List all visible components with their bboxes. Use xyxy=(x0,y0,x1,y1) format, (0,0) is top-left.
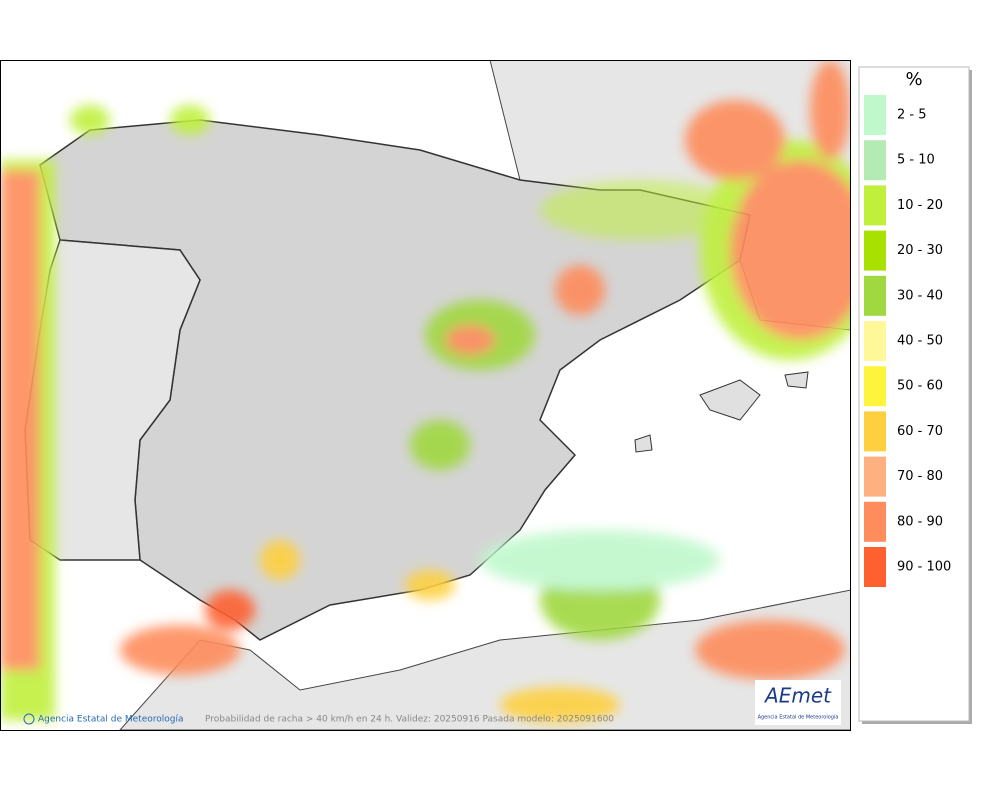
legend-title: % xyxy=(905,69,922,90)
logo-subtitle: Agencia Estatal de Meteorología xyxy=(758,714,839,721)
field xyxy=(205,590,255,630)
mallorca xyxy=(699,379,761,421)
legend-label: 10 - 20 xyxy=(897,198,943,213)
field xyxy=(500,687,620,723)
legend-label: 2 - 5 xyxy=(897,108,927,123)
legend-label: 60 - 70 xyxy=(897,424,943,439)
legend-swatch xyxy=(864,411,886,452)
probability-fields xyxy=(0,60,851,723)
legend-swatch xyxy=(864,230,886,271)
field xyxy=(810,60,850,160)
field xyxy=(120,625,240,675)
legend-label: 40 - 50 xyxy=(897,334,943,349)
field xyxy=(540,180,740,240)
field xyxy=(445,325,495,355)
caption: Probabilidad de racha > 40 km/h en 24 h.… xyxy=(205,715,614,725)
legend-swatch xyxy=(864,501,886,542)
legend-swatch xyxy=(864,321,886,361)
field xyxy=(685,100,785,180)
credit: Agencia Estatal de Meteorología xyxy=(38,715,184,725)
legend-swatch xyxy=(864,547,886,587)
field xyxy=(70,105,110,135)
legend-items: 2 - 5 5 - 10 10 - 20 20 - 30 30 - 40 40 - 50 5… xyxy=(864,95,951,587)
legend-swatch xyxy=(864,185,886,226)
legend-label: 20 - 30 xyxy=(897,243,943,258)
field xyxy=(480,530,720,590)
legend-swatch xyxy=(864,95,886,135)
legend-swatch xyxy=(864,366,886,407)
menorca xyxy=(784,371,809,389)
map xyxy=(0,60,851,730)
legend-label: 90 - 100 xyxy=(897,560,951,575)
map-frame xyxy=(0,60,851,731)
logo: AEmet xyxy=(763,684,832,708)
legend-label: 50 - 60 xyxy=(897,379,943,394)
ibiza xyxy=(634,434,653,453)
field xyxy=(555,265,605,315)
legend-swatch xyxy=(864,275,886,316)
field xyxy=(170,105,210,135)
logo-box xyxy=(755,680,841,725)
legend-swatch xyxy=(864,140,886,181)
legend-label: 70 - 80 xyxy=(897,469,943,484)
credit-icon xyxy=(23,713,35,725)
field xyxy=(260,540,300,580)
field xyxy=(695,620,845,680)
field xyxy=(0,170,40,670)
legend-label: 30 - 40 xyxy=(897,288,943,303)
field xyxy=(405,570,455,600)
legend-label: 80 - 90 xyxy=(897,514,943,529)
legend-swatch xyxy=(864,456,886,497)
field xyxy=(410,420,470,470)
legend-label: 5 - 10 xyxy=(897,153,935,168)
field xyxy=(730,160,851,340)
